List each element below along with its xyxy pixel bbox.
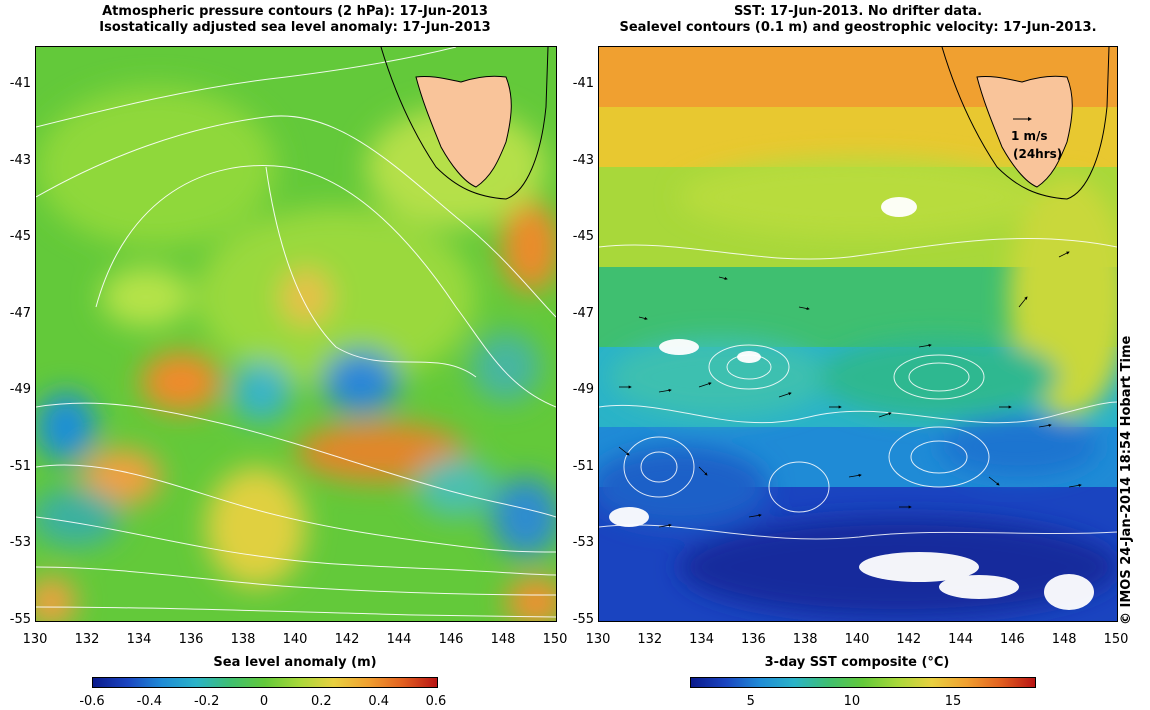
- sea-level-anomaly-map: [35, 46, 557, 622]
- x-tick-label: 132: [637, 632, 663, 647]
- colorbar-tick-label: -0.6: [79, 694, 105, 709]
- y-tick-label: -47: [9, 305, 31, 321]
- x-tick-label: 130: [585, 632, 611, 647]
- colorbar-tick-label: 0: [259, 694, 269, 709]
- y-tick-label: -55: [9, 612, 31, 627]
- x-tick-label: 134: [126, 632, 152, 647]
- x-tick-label: 140: [844, 632, 870, 647]
- x-tick-label: 142: [896, 632, 922, 647]
- x-tick-label: 130: [22, 632, 48, 647]
- sst-field: [599, 47, 1117, 621]
- y-tick-label: -55: [572, 612, 594, 627]
- x-tick-label: 134: [689, 632, 714, 647]
- sst-colorbar: [690, 677, 1036, 688]
- y-tick-label: -51: [572, 458, 594, 474]
- x-tick-label: 146: [999, 632, 1025, 647]
- x-tick-label: 144: [386, 632, 412, 647]
- velocity-scale-label: 1 m/s: [1011, 129, 1048, 143]
- sst-map: 1 m/s (24hrs): [598, 46, 1118, 622]
- colorbar-tick-label: -0.2: [193, 694, 220, 709]
- left-colorbar-label: Sea level anomaly (m): [213, 655, 377, 670]
- y-tick-label: -41: [572, 76, 594, 92]
- x-tick-label: 146: [438, 632, 464, 647]
- x-tick-label: 142: [334, 632, 360, 647]
- y-tick-label: -49: [572, 382, 594, 398]
- colorbar-tick-label: 0.2: [310, 694, 332, 709]
- velocity-scale-sub: (24hrs): [1013, 147, 1063, 161]
- x-tick-label: 138: [792, 632, 818, 647]
- x-tick-label: 136: [740, 632, 766, 647]
- y-tick-label: -47: [572, 305, 594, 321]
- colorbar-tick-label: 0.4: [368, 694, 389, 709]
- y-tick-label: -43: [9, 152, 31, 168]
- y-tick-label: -53: [572, 535, 594, 551]
- x-tick-label: 148: [1051, 632, 1077, 647]
- colorbar-tick-label: 5: [746, 694, 755, 709]
- y-tick-label: -41: [9, 76, 31, 92]
- x-tick-label: 132: [74, 632, 100, 647]
- y-tick-label: -51: [9, 458, 31, 474]
- y-tick-label: -45: [9, 229, 31, 245]
- x-tick-label: 150: [1103, 632, 1129, 647]
- left-map-title: Atmospheric pressure contours (2 hPa): 1…: [99, 4, 491, 35]
- y-tick-label: -53: [9, 535, 31, 551]
- colorbar-tick-label: 15: [944, 694, 962, 709]
- x-tick-label: 136: [178, 632, 204, 647]
- credit-text: © IMOS 24-Jan-2014 18:54 Hobart Time: [1119, 335, 1134, 625]
- y-tick-label: -43: [572, 152, 594, 168]
- x-tick-label: 140: [282, 632, 308, 647]
- right-map-title: SST: 17-Jun-2013. No drifter data. Sealev…: [619, 4, 1097, 35]
- y-tick-label: -45: [572, 229, 594, 245]
- x-tick-label: 138: [230, 632, 256, 647]
- x-tick-label: 150: [542, 632, 568, 647]
- y-tick-label: -49: [9, 382, 31, 398]
- x-tick-label: 148: [490, 632, 516, 647]
- colorbar-tick-label: 0.6: [425, 694, 447, 709]
- sea-level-anomaly-field: [36, 47, 556, 621]
- x-tick-label: 144: [948, 632, 973, 647]
- colorbar-tick-label: 10: [843, 694, 861, 709]
- right-colorbar-label: 3-day SST composite (°C): [764, 655, 950, 670]
- sea-level-colorbar: [92, 677, 438, 688]
- colorbar-tick-label: -0.4: [136, 694, 163, 709]
